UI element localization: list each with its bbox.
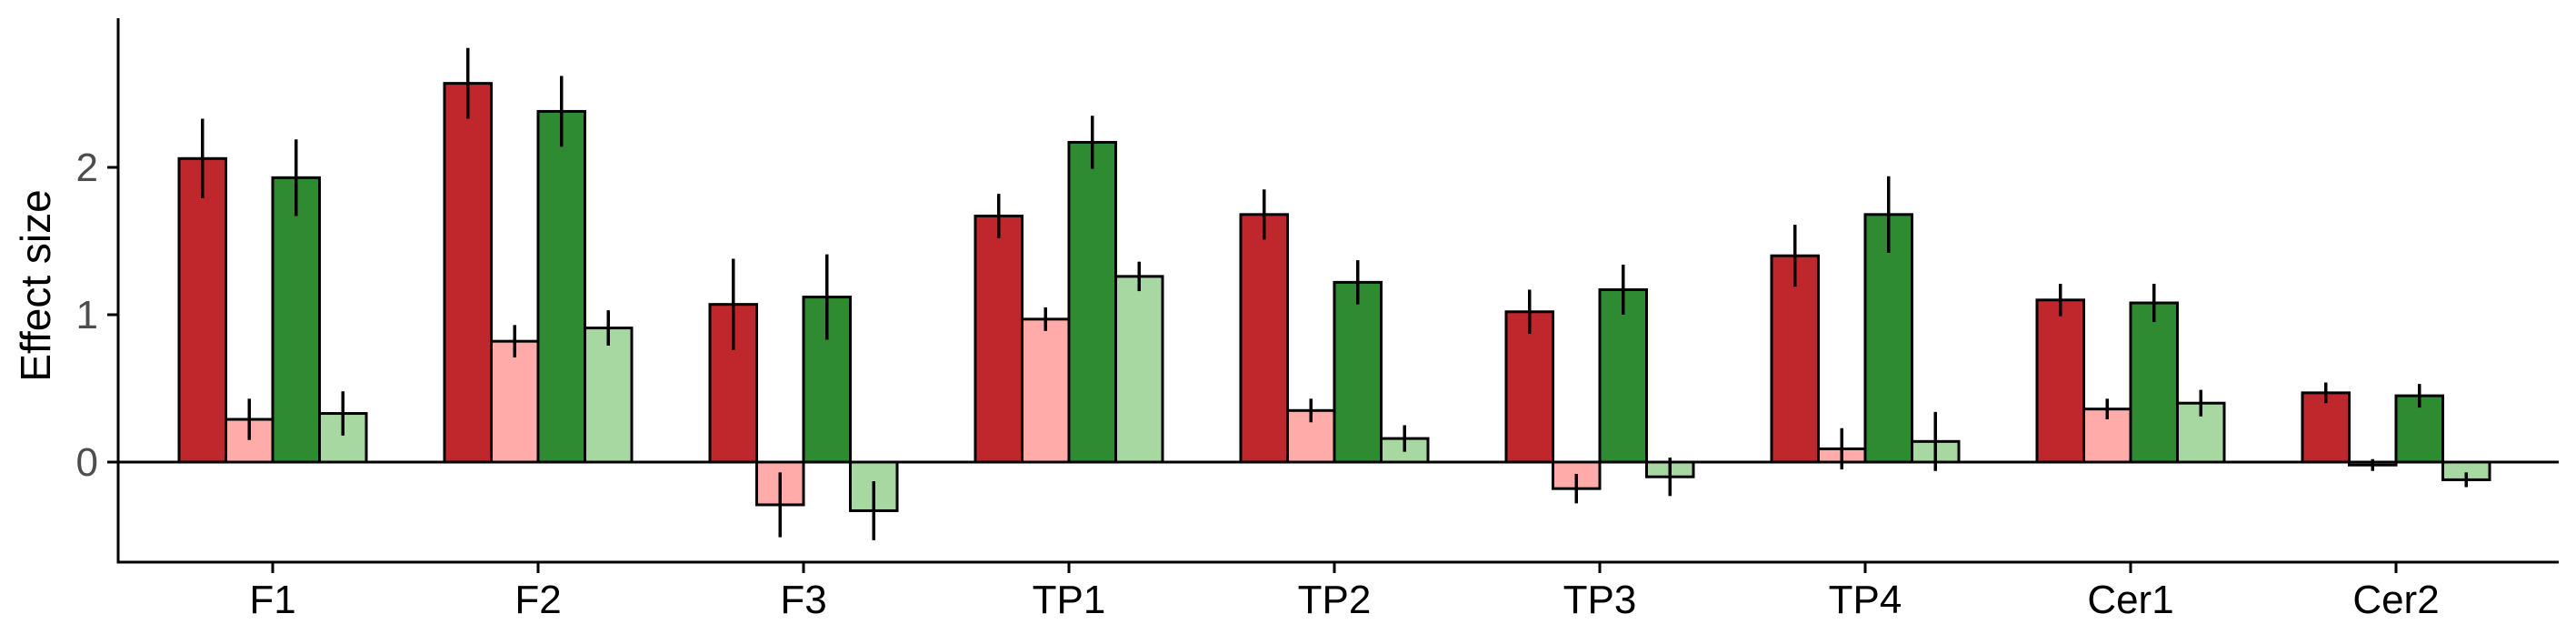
y-ticks: 0 1 2 bbox=[76, 146, 118, 485]
bar-cer1-series-1 bbox=[2035, 298, 2085, 464]
bar-f2-series-3 bbox=[536, 109, 586, 464]
bar-tp2-series-1 bbox=[1239, 213, 1289, 464]
y-tick-label-2: 2 bbox=[76, 146, 98, 190]
bar-cer2-series-1 bbox=[2301, 391, 2351, 464]
x-tick-label-tp2: TP2 bbox=[1298, 578, 1372, 622]
x-tick-label-f1: F1 bbox=[249, 578, 295, 622]
x-tick-label-f3: F3 bbox=[780, 578, 826, 622]
bar-tp3-series-1 bbox=[1504, 310, 1554, 464]
bar-tp1-series-2 bbox=[1021, 317, 1071, 464]
x-tick-label-tp3: TP3 bbox=[1563, 578, 1637, 622]
bar-f1-series-1 bbox=[177, 156, 227, 464]
bar-tp1-series-4 bbox=[1114, 275, 1164, 464]
y-tick-label-1: 1 bbox=[76, 293, 98, 337]
x-tick-label-cer2: Cer2 bbox=[2352, 578, 2439, 622]
bar-tp2-series-3 bbox=[1333, 280, 1383, 464]
y-axis-title: Effect size bbox=[12, 189, 59, 381]
y-tick-label-0: 0 bbox=[76, 440, 98, 485]
bars-layer bbox=[177, 82, 2491, 512]
x-tick-label-tp1: TP1 bbox=[1033, 578, 1106, 622]
bar-f2-series-2 bbox=[490, 339, 540, 464]
x-tick-label-cer1: Cer1 bbox=[2087, 578, 2173, 622]
bar-tp1-series-1 bbox=[973, 214, 1023, 464]
x-tick-label-tp4: TP4 bbox=[1829, 578, 1902, 622]
bar-f2-series-4 bbox=[584, 327, 634, 464]
x-ticks: F1 F2 F3 TP1 TP2 TP3 TP4 Cer1 Cer2 bbox=[249, 562, 2440, 622]
bar-f2-series-1 bbox=[443, 82, 493, 464]
bar-tp3-series-3 bbox=[1598, 287, 1648, 464]
bar-f1-series-3 bbox=[271, 176, 321, 464]
x-tick-label-f2: F2 bbox=[514, 578, 561, 622]
bar-tp1-series-3 bbox=[1067, 140, 1117, 464]
error-bars-layer bbox=[201, 47, 2468, 540]
bar-cer1-series-3 bbox=[2129, 301, 2179, 464]
